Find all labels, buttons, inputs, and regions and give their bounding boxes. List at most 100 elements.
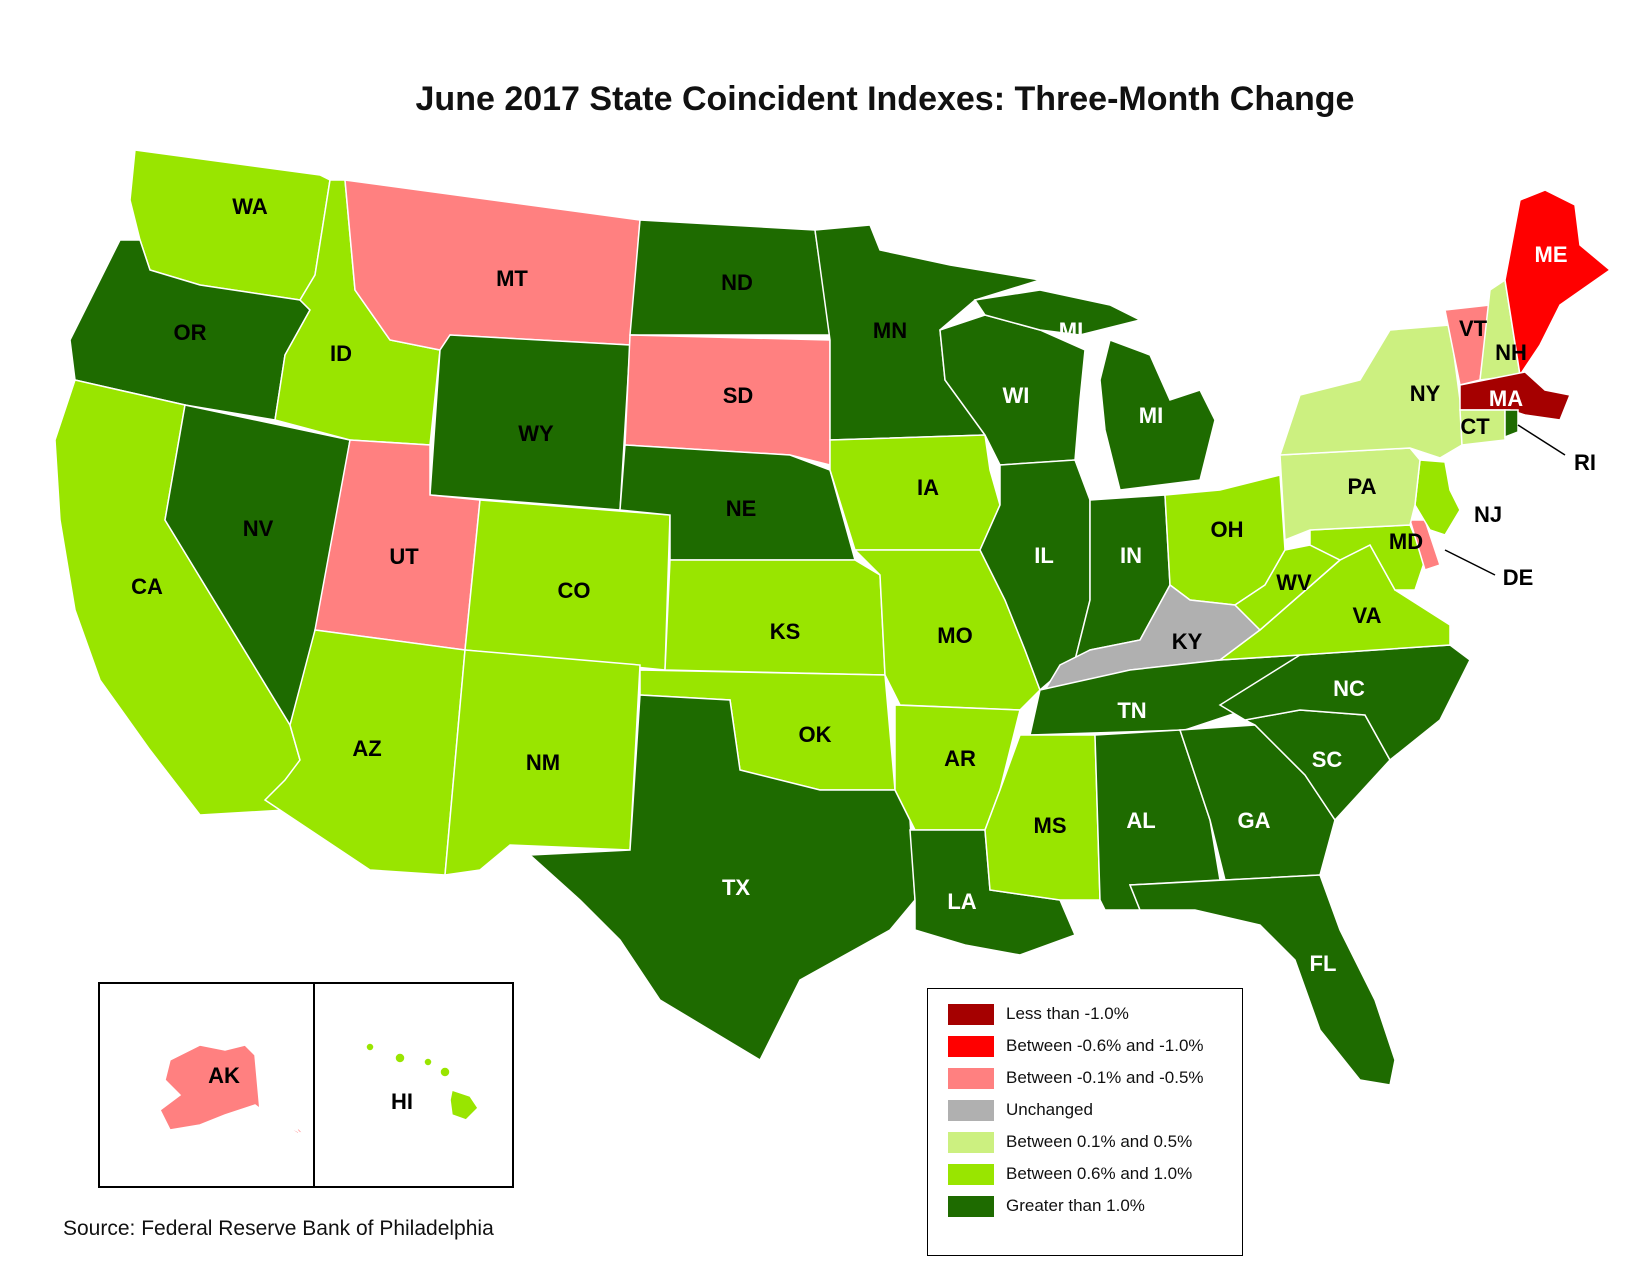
state-AK[interactable] [159, 1044, 306, 1138]
legend-item: Between 0.1% and 0.5% [948, 1131, 1192, 1153]
label-HI: HI [391, 1089, 413, 1114]
label-ND: ND [721, 270, 753, 295]
state-CT[interactable] [1459, 409, 1506, 446]
legend: Less than -1.0% Between -0.6% and -1.0% Be… [927, 988, 1243, 1256]
label-WY: WY [518, 421, 554, 446]
state-FL[interactable] [1128, 874, 1396, 1086]
label-DE: DE [1503, 565, 1534, 590]
inset-frame [98, 982, 514, 1188]
legend-swatch [948, 1003, 994, 1025]
ri-leader-line [1517, 424, 1566, 456]
label-MT: MT [496, 266, 528, 291]
label-NM: NM [526, 750, 560, 775]
label-IN: IN [1120, 543, 1142, 568]
label-MI-upper: MI [1059, 318, 1083, 343]
state-MN[interactable] [814, 224, 1041, 441]
state-HI[interactable] [365, 1042, 479, 1121]
label-WV: WV [1276, 570, 1312, 595]
state-KS[interactable] [664, 559, 886, 676]
label-AZ: AZ [352, 736, 381, 761]
label-TN: TN [1117, 698, 1146, 723]
legend-swatch [948, 1163, 994, 1185]
label-MO: MO [937, 623, 972, 648]
state-DE[interactable] [1408, 519, 1441, 571]
label-LA: LA [947, 889, 976, 914]
label-AK: AK [208, 1063, 240, 1088]
label-MD: MD [1389, 529, 1423, 554]
label-OK: OK [799, 722, 832, 747]
state-ME[interactable] [1504, 189, 1612, 378]
label-NY: NY [1410, 381, 1441, 406]
label-PA: PA [1348, 474, 1377, 499]
label-WI: WI [1003, 383, 1030, 408]
label-OH: OH [1211, 517, 1244, 542]
label-AL: AL [1126, 808, 1155, 833]
legend-label: Between -0.6% and -1.0% [1006, 1036, 1204, 1055]
state-NJ[interactable] [1414, 459, 1461, 536]
label-NJ: NJ [1474, 502, 1502, 527]
state-WY[interactable] [429, 334, 631, 511]
label-WA: WA [232, 194, 268, 219]
state-labels: WA OR CA NV ID MT WY UT AZ CO NM ND SD N… [131, 194, 1596, 1114]
label-MA: MA [1489, 386, 1523, 411]
legend-item: Less than -1.0% [948, 1003, 1129, 1025]
inset-divider [313, 984, 315, 1186]
state-SD[interactable] [624, 334, 831, 466]
label-MI: MI [1139, 403, 1163, 428]
label-VT: VT [1459, 316, 1488, 341]
legend-swatch [948, 1195, 994, 1217]
state-TX[interactable] [528, 694, 916, 1062]
label-NC: NC [1333, 676, 1365, 701]
label-VA: VA [1353, 603, 1382, 628]
label-MS: MS [1034, 813, 1067, 838]
state-IA[interactable] [829, 434, 1001, 551]
legend-label: Between 0.6% and 1.0% [1006, 1164, 1193, 1183]
label-MN: MN [873, 318, 907, 343]
legend-swatch [948, 1067, 994, 1089]
label-OR: OR [174, 320, 207, 345]
state-NM[interactable] [444, 649, 641, 876]
map-title: June 2017 State Coincident Indexes: Thre… [415, 80, 1355, 118]
legend-label: Between -0.1% and -0.5% [1006, 1068, 1204, 1087]
label-IA: IA [917, 475, 939, 500]
label-FL: FL [1310, 951, 1337, 976]
label-AR: AR [944, 746, 976, 771]
label-RI: RI [1574, 450, 1596, 475]
legend-label: Between 0.1% and 0.5% [1006, 1132, 1193, 1151]
label-SD: SD [723, 383, 754, 408]
legend-swatch [948, 1035, 994, 1057]
legend-item: Between -0.6% and -1.0% [948, 1035, 1204, 1057]
legend-item: Between 0.6% and 1.0% [948, 1163, 1192, 1185]
state-MI_UP[interactable] [973, 289, 1143, 336]
legend-item: Between -0.1% and -0.5% [948, 1067, 1204, 1089]
label-GA: GA [1238, 808, 1271, 833]
label-TX: TX [722, 875, 750, 900]
state-MT[interactable] [344, 179, 641, 351]
state-RI[interactable] [1504, 409, 1519, 439]
label-NE: NE [726, 496, 757, 521]
legend-item: Unchanged [948, 1099, 1093, 1121]
legend-item: Greater than 1.0% [948, 1195, 1145, 1217]
source-note: Source: Federal Reserve Bank of Philadel… [63, 1217, 494, 1240]
state-PA[interactable] [1279, 447, 1421, 542]
legend-label: Less than -1.0% [1006, 1004, 1129, 1023]
label-SC: SC [1312, 747, 1343, 772]
label-UT: UT [389, 544, 419, 569]
label-NV: NV [243, 516, 274, 541]
legend-label: Greater than 1.0% [1006, 1196, 1145, 1215]
legend-swatch [948, 1099, 994, 1121]
state-MI[interactable] [1099, 339, 1216, 491]
legend-label: Unchanged [1006, 1100, 1093, 1119]
label-IL: IL [1034, 543, 1054, 568]
label-CA: CA [131, 574, 163, 599]
label-KY: KY [1172, 629, 1203, 654]
legend-swatch [948, 1131, 994, 1153]
label-CT: CT [1460, 414, 1490, 439]
label-ID: ID [330, 341, 352, 366]
label-CO: CO [558, 578, 591, 603]
label-KS: KS [770, 619, 801, 644]
de-leader-line [1444, 549, 1496, 576]
label-NH: NH [1495, 340, 1527, 365]
label-ME: ME [1535, 242, 1568, 267]
